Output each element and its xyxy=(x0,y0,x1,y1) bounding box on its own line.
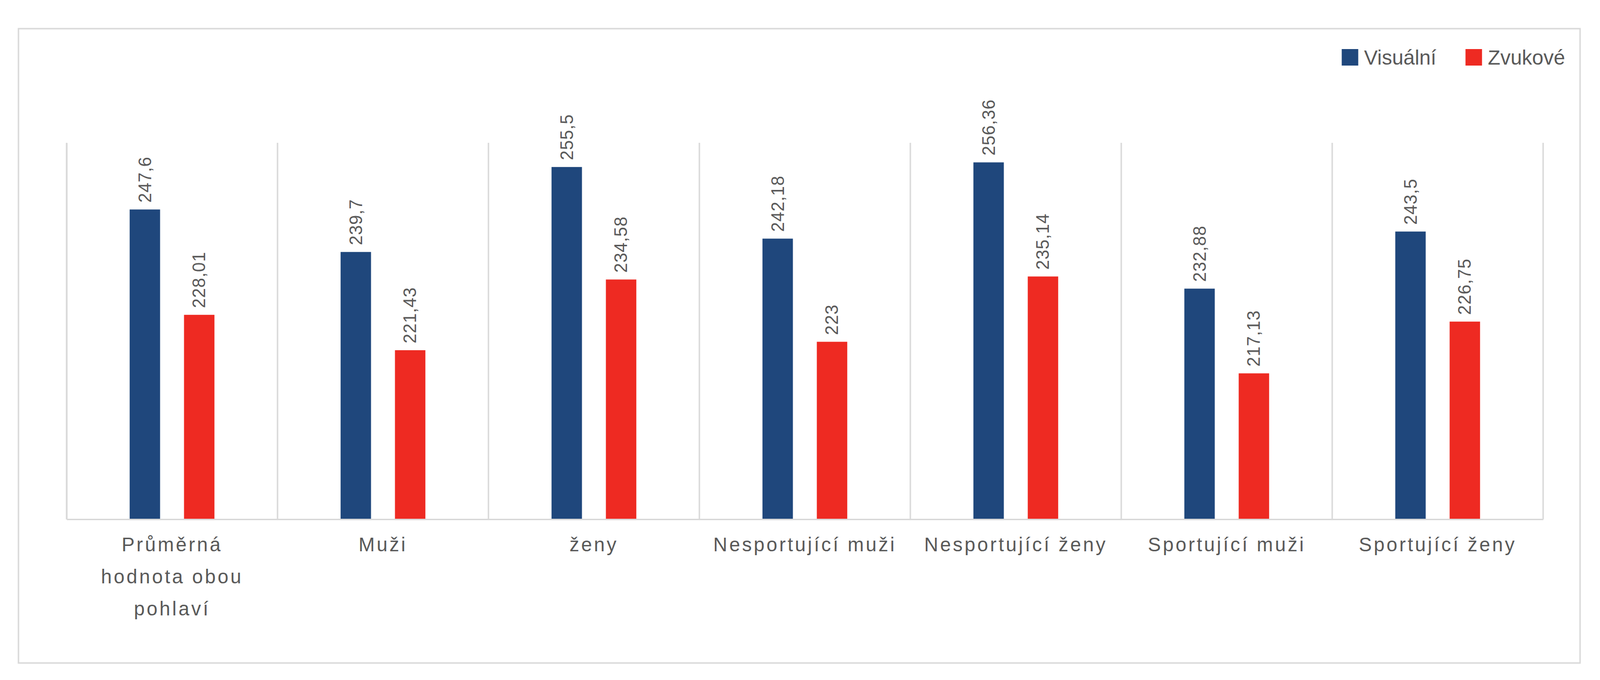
category-separator xyxy=(1331,142,1334,520)
x-tick-label-line: Sportující muži xyxy=(1147,534,1306,556)
category-separator xyxy=(698,142,701,520)
category-separator xyxy=(277,142,279,520)
legend-item: Visuální xyxy=(1341,46,1437,70)
chart: Průměrná hodnota obou pohlaví Muži ženy Nespo… xyxy=(0,0,1600,680)
bar xyxy=(606,279,637,520)
data-label: 255,5 xyxy=(556,114,577,161)
data-label: 223 xyxy=(821,304,842,336)
x-tick-label-line: ženy xyxy=(569,534,619,556)
x-tick-label-line: Nesportující ženy xyxy=(923,534,1108,556)
category-separator xyxy=(909,142,912,520)
x-tick-label-line: hodnota obou xyxy=(101,566,244,588)
data-label: 228,01 xyxy=(189,251,209,309)
data-label: 226,75 xyxy=(1454,258,1475,315)
category-separator xyxy=(1542,142,1545,520)
bar xyxy=(1238,373,1270,520)
bar xyxy=(1027,276,1059,520)
category-separator xyxy=(1120,142,1123,520)
x-tick-label: Sportující ženy xyxy=(1358,534,1517,556)
x-axis-line xyxy=(67,519,1544,521)
bar xyxy=(395,350,426,520)
data-label: 247,6 xyxy=(135,156,156,203)
legend: Visuální Zvukové xyxy=(1341,46,1566,70)
legend-swatch xyxy=(1465,49,1482,66)
x-tick-label: Sportující muži xyxy=(1147,534,1306,556)
data-label: 239,7 xyxy=(346,199,366,246)
data-label: 221,43 xyxy=(400,287,420,344)
category-separator xyxy=(66,142,68,520)
bar xyxy=(1449,321,1481,520)
data-label: 217,13 xyxy=(1243,310,1264,367)
x-tick-label-line: Muži xyxy=(358,534,408,556)
x-tick-label: ženy xyxy=(569,534,619,556)
bar xyxy=(973,162,1005,520)
x-tick-label: Muži xyxy=(358,534,408,556)
bar xyxy=(551,167,583,520)
x-tick-label-line: Nesportující muži xyxy=(713,534,897,556)
category-separator xyxy=(487,142,490,520)
data-labels: 247,6 239,7 255,5 242,18 256,36 232,88 243,5 22… xyxy=(135,99,1476,367)
x-axis: Průměrná hodnota obou pohlaví Muži ženy Nespo… xyxy=(67,520,1544,621)
bar xyxy=(817,342,848,520)
x-tick-label: Nesportující ženy xyxy=(923,534,1108,556)
x-tick: Průměrná hodnota obou pohlaví xyxy=(101,534,244,620)
chart-border xyxy=(18,28,1581,664)
bar xyxy=(762,238,794,520)
data-label: 234,58 xyxy=(610,216,631,273)
legend-label: Zvukové xyxy=(1487,46,1566,70)
x-tick-label: Nesportující muži xyxy=(713,534,897,556)
data-label: 256,36 xyxy=(978,99,999,156)
bars xyxy=(129,162,1480,520)
x-tick: Muži xyxy=(358,534,408,556)
legend-item: Zvukové xyxy=(1465,46,1566,70)
data-label: 242,18 xyxy=(767,175,788,232)
data-label: 232,88 xyxy=(1189,225,1210,282)
bar xyxy=(129,209,161,520)
separators xyxy=(66,142,1544,520)
bar xyxy=(340,252,372,520)
x-tick-label: Průměrná hodnota obou pohlaví xyxy=(101,534,244,620)
legend-label: Visuální xyxy=(1364,46,1437,70)
x-tick: Nesportující muži xyxy=(713,534,897,556)
x-tick-label-line: Průměrná xyxy=(121,534,223,556)
y-axis-line xyxy=(66,143,68,521)
x-tick: ženy xyxy=(569,534,619,556)
x-tick: Sportující ženy xyxy=(1358,534,1517,556)
bar xyxy=(1184,288,1216,520)
legend-swatch xyxy=(1341,49,1359,66)
x-tick: Sportující muži xyxy=(1147,534,1306,556)
x-tick-label-line: pohlaví xyxy=(134,598,211,620)
y-axis xyxy=(66,143,68,521)
data-label: 243,5 xyxy=(1400,178,1421,226)
x-tick-label-line: Sportující ženy xyxy=(1358,534,1517,556)
bar xyxy=(1395,231,1427,520)
x-tick: Nesportující ženy xyxy=(923,534,1108,556)
data-label: 235,14 xyxy=(1032,213,1053,270)
bar xyxy=(184,314,215,520)
